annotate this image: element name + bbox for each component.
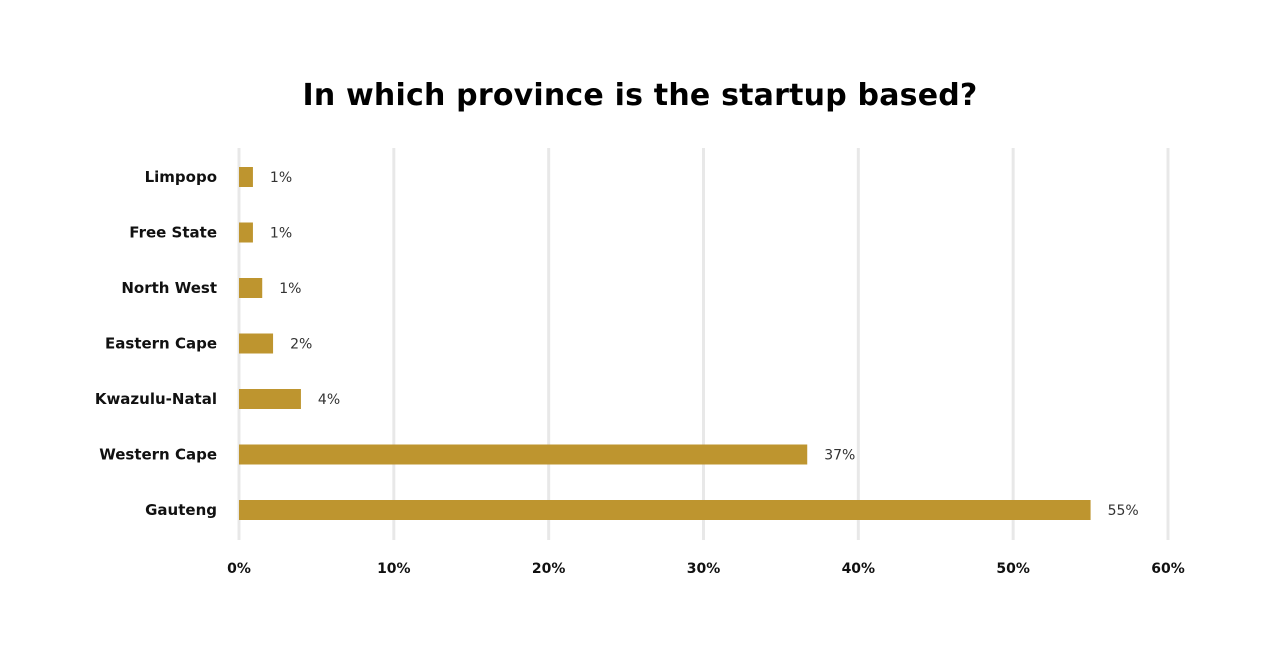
category-label: Gauteng (145, 501, 217, 519)
category-label: Kwazulu-Natal (95, 390, 217, 408)
data-label: 1% (279, 281, 301, 297)
bar (239, 389, 301, 409)
chart-title: In which province is the startup based? (302, 78, 978, 113)
x-tick-label: 30% (687, 561, 721, 577)
data-label: 1% (270, 170, 292, 186)
data-labels: 1% 1% 1% 2% 4% 37% 55% (270, 170, 1139, 519)
x-tick-label: 40% (842, 561, 876, 577)
data-label: 2% (290, 337, 312, 353)
category-label: Free State (129, 224, 217, 242)
data-label: 1% (270, 226, 292, 242)
x-axis-tick-labels: 0% 10% 20% 30% 40% 50% 60% (227, 561, 1185, 577)
category-label: Western Cape (99, 446, 217, 464)
grid-lines (237, 148, 1170, 540)
data-label: 4% (318, 392, 340, 408)
bar (239, 500, 1091, 520)
bar (239, 278, 263, 298)
category-labels: Limpopo Free State North West Eastern Cape K… (95, 168, 217, 519)
bar (239, 167, 253, 187)
x-tick-label: 10% (377, 561, 411, 577)
x-tick-label: 60% (1151, 561, 1185, 577)
bars (239, 167, 1091, 520)
data-label: 55% (1108, 503, 1139, 519)
category-label: North West (121, 279, 217, 297)
bar (239, 333, 274, 354)
x-tick-label: 0% (227, 561, 251, 577)
bar (239, 222, 253, 243)
x-tick-label: 50% (996, 561, 1030, 577)
category-label: Eastern Cape (105, 335, 217, 353)
x-tick-label: 20% (532, 561, 566, 577)
category-label: Limpopo (145, 168, 217, 186)
data-label: 37% (824, 448, 855, 464)
bar (239, 444, 808, 465)
